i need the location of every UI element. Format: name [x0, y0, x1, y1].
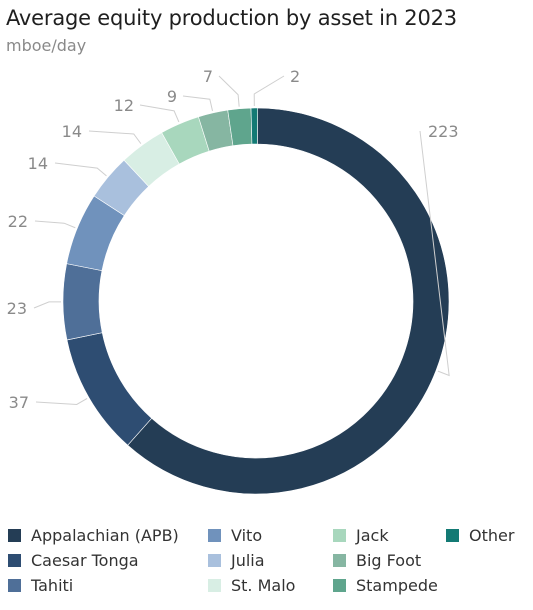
leader-line [88, 130, 142, 144]
data-label: 14 [62, 122, 82, 141]
leader-line [34, 220, 76, 229]
donut-slice-appalachian-apb [127, 107, 450, 495]
leader-line [33, 301, 62, 309]
legend-swatch [333, 554, 346, 567]
leader-line [35, 398, 88, 405]
legend-item: Tahiti [8, 576, 73, 595]
donut-chart: 223 37 23 22 14 14 12 9 7 2 [7, 67, 459, 495]
legend-swatch [208, 529, 221, 542]
legend-swatch [446, 529, 459, 542]
legend-swatch [333, 579, 346, 592]
legend-item: Caesar Tonga [8, 551, 139, 570]
donut-slice-tahiti [62, 263, 103, 341]
legend-label: Tahiti [31, 576, 74, 595]
legend-label: Jack [356, 526, 389, 545]
legend-swatch [8, 579, 21, 592]
chart-title: Average equity production by asset in 20… [6, 6, 457, 30]
data-label: 22 [8, 212, 28, 231]
legend: Appalachian (APB) Caesar Tonga Tahiti Vito J… [8, 526, 533, 606]
legend-item: St. Malo [208, 576, 295, 595]
leader-line [182, 95, 213, 112]
leader-line [218, 75, 240, 107]
donut-slice-other [250, 107, 258, 145]
legend-item: Jack [333, 526, 389, 545]
legend-item: Other [446, 526, 514, 545]
legend-item: Appalachian (APB) [8, 526, 179, 545]
leader-line [253, 75, 285, 107]
legend-label: Julia [231, 551, 265, 570]
legend-label: Appalachian (APB) [31, 526, 179, 545]
legend-label: St. Malo [231, 576, 296, 595]
legend-swatch [208, 554, 221, 567]
legend-label: Other [469, 526, 515, 545]
data-label: 223 [428, 122, 459, 141]
leader-line [419, 130, 450, 377]
legend-label: Stampede [356, 576, 438, 595]
data-label: 14 [28, 154, 48, 173]
legend-item: Julia [208, 551, 265, 570]
data-label: 37 [9, 393, 29, 412]
legend-swatch [8, 529, 21, 542]
legend-swatch [333, 529, 346, 542]
data-label: 2 [290, 67, 300, 86]
donut-slice-caesar-tonga [66, 332, 153, 446]
legend-label: Vito [231, 526, 263, 545]
legend-swatch [208, 579, 221, 592]
legend-item: Vito [208, 526, 262, 545]
data-label: 12 [114, 96, 134, 115]
data-label: 23 [7, 299, 27, 318]
legend-label: Caesar Tonga [31, 551, 139, 570]
leader-line [54, 162, 107, 177]
leader-line [139, 104, 180, 123]
legend-item: Stampede [333, 576, 438, 595]
legend-label: Big Foot [356, 551, 422, 570]
legend-swatch [8, 554, 21, 567]
data-label: 9 [167, 87, 177, 106]
data-label: 7 [203, 67, 213, 86]
chart-subtitle: mboe/day [6, 36, 87, 55]
legend-item: Big Foot [333, 551, 421, 570]
